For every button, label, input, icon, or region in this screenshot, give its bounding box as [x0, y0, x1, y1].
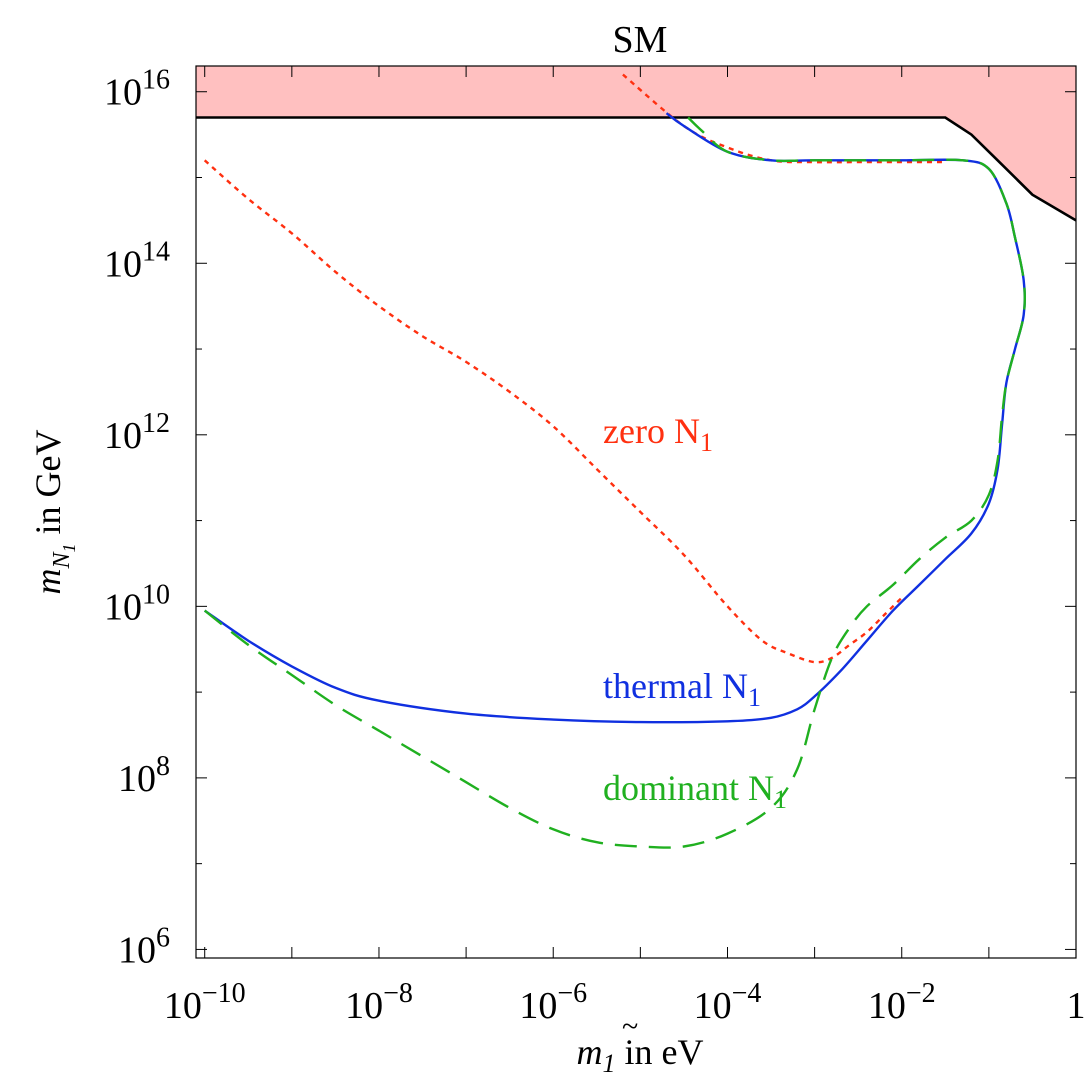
- series-line-dominant-n: [203, 112, 1027, 849]
- x-axis-label-tilde: ~: [622, 1010, 638, 1043]
- series-label-thermal: thermal N1: [603, 666, 761, 712]
- chart-title: SM: [613, 19, 668, 61]
- series-line-thermal-n: [204, 112, 1027, 724]
- x-tick-label: 10−8: [345, 978, 413, 1027]
- x-tick-label: 1: [1067, 985, 1084, 1027]
- x-tick-label: 10−10: [164, 978, 246, 1027]
- y-tick-label: 1016: [104, 65, 170, 114]
- y-tick-label: 1010: [104, 579, 170, 628]
- series-label-zero: zero N1: [603, 411, 713, 457]
- y-tick-label: 1012: [104, 408, 170, 457]
- plot-frame: [195, 65, 1077, 959]
- tick-labels: 10−10 10−8 10−6 10−4 10−2 1 106 108 1010 1012 1014…: [104, 65, 1084, 1027]
- series-layer: [203, 73, 1027, 849]
- y-tick-label: 108: [118, 751, 170, 800]
- x-tick-label: 10−6: [519, 978, 587, 1027]
- x-axis-label: m1 in eV: [577, 1032, 704, 1076]
- y-tick-label: 106: [118, 922, 170, 971]
- x-tick-label: 10−4: [694, 978, 762, 1027]
- excluded-boundary-line: [196, 116, 1076, 222]
- series-line-zero-n: [203, 159, 903, 664]
- plot-area: [196, 66, 1076, 849]
- ticks: [196, 66, 1077, 958]
- y-axis-label: mN1 in GeV: [28, 430, 79, 595]
- x-tick-label: 10−2: [868, 978, 936, 1027]
- series-label-dominant: dominant N1: [603, 768, 787, 814]
- excluded-region: [196, 66, 1076, 221]
- y-tick-label: 1014: [104, 236, 170, 285]
